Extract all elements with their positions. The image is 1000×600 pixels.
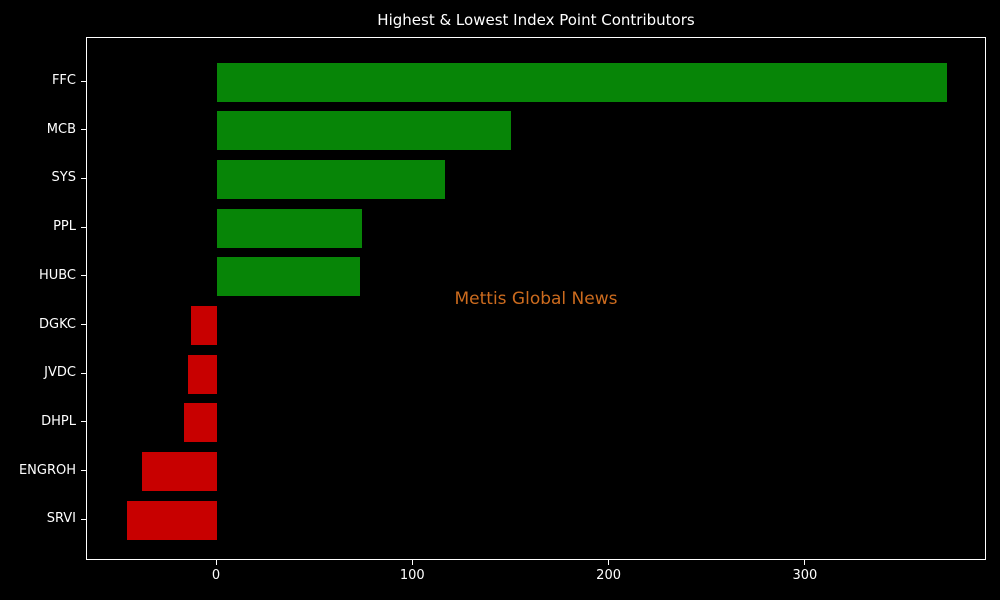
y-tick-label: ENGROH [18,462,76,478]
y-tick-label: DGKC [39,316,76,332]
x-tick-label: 200 [596,568,621,583]
y-tick-label: JVDC [44,365,76,381]
bar-hubc [217,257,361,297]
bar-ffc [217,62,948,102]
y-tick-label: SYS [51,170,76,186]
y-tick-mark [81,324,86,325]
x-tick-label: 100 [399,568,425,583]
y-tick-label: FFC [51,73,76,88]
y-tick-label: SRVI [46,511,76,527]
y-tick-mark [81,518,86,520]
bar-mcb [217,111,512,151]
bar-srvi [126,500,217,540]
y-tick-label: PPL [53,219,76,235]
x-tick-label: 0 [211,568,221,583]
y-tick-mark [81,129,86,131]
y-tick-mark [81,421,86,423]
x-tick-mark [411,560,413,565]
plot-area: Mettis Global News [86,37,986,560]
bar-dgkc [191,306,217,345]
x-tick-mark [608,560,610,565]
y-tick-mark [81,470,86,472]
y-tick-mark [81,177,86,179]
y-tick-label: DHPL [41,413,76,429]
y-tick-label: MCB [46,121,76,137]
y-tick-mark [81,80,86,82]
x-tick-label: 300 [792,568,818,583]
x-tick-mark [215,560,217,565]
bar-jvdc [187,354,217,394]
y-tick-mark [81,275,86,277]
y-tick-label: HUBC [38,267,76,283]
y-tick-mark [81,372,86,374]
chart-title: Highest & Lowest Index Point Contributor… [377,11,695,29]
y-tick-mark [81,226,86,228]
bar-sys [217,159,445,199]
watermark-text: Mettis Global News [454,289,618,309]
bar-ppl [217,208,363,248]
bar-engroh [142,452,217,492]
bar-dhpl [183,403,217,443]
x-tick-mark [804,560,806,565]
